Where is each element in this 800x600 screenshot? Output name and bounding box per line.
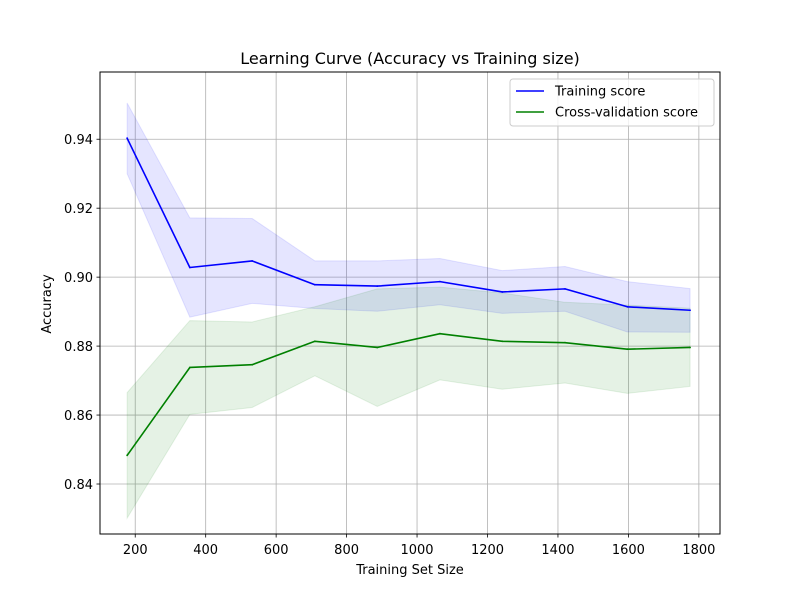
x-axis-ticks: 200 400 600 800 1000 1200 1400 1600 1800 bbox=[123, 534, 715, 558]
y-tick-label: 0.94 bbox=[64, 133, 93, 148]
series-0-point bbox=[439, 280, 441, 283]
series-0-point bbox=[188, 266, 191, 269]
series-0-line bbox=[126, 137, 691, 312]
series-1-point bbox=[313, 340, 316, 343]
legend-box bbox=[509, 78, 715, 127]
y-tick-label: 0.86 bbox=[64, 409, 93, 424]
x-tick-label: 400 bbox=[193, 543, 218, 558]
series-1-point bbox=[376, 346, 379, 349]
x-axis-label: Training Set Size bbox=[355, 563, 464, 578]
y-axis-label: Accuracy bbox=[40, 274, 55, 334]
legend: Training score Cross-validation score bbox=[509, 78, 715, 127]
series-1-point bbox=[439, 332, 441, 335]
series-0-point bbox=[689, 309, 691, 312]
x-tick-label: 200 bbox=[123, 543, 148, 558]
band-layer bbox=[126, 102, 691, 520]
series-1-std-band bbox=[126, 286, 691, 520]
legend-label-0: Training score bbox=[554, 85, 645, 100]
chart-title: Learning Curve (Accuracy vs Training siz… bbox=[240, 49, 580, 68]
plot-area bbox=[99, 71, 721, 535]
series-0-point bbox=[251, 260, 254, 262]
y-tick-label: 0.92 bbox=[64, 202, 93, 217]
series-0-point bbox=[564, 287, 566, 290]
series-0-point bbox=[376, 285, 379, 288]
series-1-point bbox=[689, 346, 691, 349]
x-tick-label: 1000 bbox=[400, 543, 433, 558]
x-tick-label: 600 bbox=[264, 543, 289, 558]
legend-label-1: Cross-validation score bbox=[555, 106, 698, 121]
y-tick-label: 0.90 bbox=[64, 271, 93, 286]
line-layer bbox=[126, 137, 691, 457]
series-0-point bbox=[626, 305, 629, 308]
x-tick-label: 1600 bbox=[612, 543, 645, 558]
series-1-point bbox=[126, 454, 129, 457]
series-1-line bbox=[126, 332, 691, 456]
grid-layer bbox=[100, 72, 720, 534]
y-tick-label: 0.84 bbox=[64, 478, 93, 493]
y-axis-ticks: 0.84 0.86 0.88 0.90 0.92 0.94 bbox=[64, 133, 100, 493]
series-0-point bbox=[501, 291, 504, 293]
x-tick-label: 1400 bbox=[541, 543, 574, 558]
y-tick-label: 0.88 bbox=[64, 340, 93, 355]
series-1-point bbox=[251, 363, 254, 366]
axes-frame bbox=[99, 71, 721, 535]
series-0-std-band bbox=[126, 102, 691, 333]
x-tick-label: 1200 bbox=[471, 543, 504, 558]
x-tick-label: 800 bbox=[334, 543, 359, 558]
series-0-point bbox=[313, 283, 316, 286]
series-1-point bbox=[564, 341, 566, 344]
x-tick-label: 1800 bbox=[682, 543, 715, 558]
series-1-point bbox=[626, 348, 629, 351]
series-1-point bbox=[188, 366, 191, 369]
series-0-point bbox=[126, 137, 129, 140]
series-1-point bbox=[501, 340, 504, 343]
